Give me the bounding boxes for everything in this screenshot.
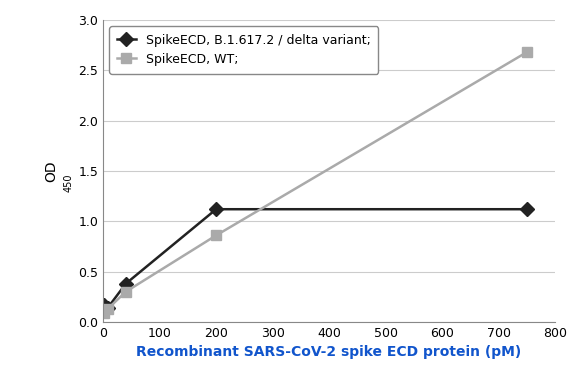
SpikeECD, B.1.617.2 / delta variant; <box>101 303 108 307</box>
SpikeECD, WT; <box>523 50 530 55</box>
Legend: SpikeECD, B.1.617.2 / delta variant;, SpikeECD, WT;: SpikeECD, B.1.617.2 / delta variant;, Sp… <box>109 26 378 73</box>
Line: SpikeECD, B.1.617.2 / delta variant;: SpikeECD, B.1.617.2 / delta variant; <box>100 204 531 313</box>
SpikeECD, B.1.617.2 / delta variant; <box>523 207 530 212</box>
Line: SpikeECD, WT;: SpikeECD, WT; <box>100 47 531 318</box>
SpikeECD, B.1.617.2 / delta variant; <box>122 282 129 286</box>
SpikeECD, WT; <box>104 307 111 311</box>
SpikeECD, B.1.617.2 / delta variant; <box>104 306 111 310</box>
SpikeECD, B.1.617.2 / delta variant; <box>212 207 219 212</box>
SpikeECD, WT; <box>212 233 219 238</box>
SpikeECD, WT; <box>122 290 129 294</box>
SpikeECD, WT; <box>101 311 108 315</box>
Text: OD: OD <box>44 160 58 182</box>
X-axis label: Recombinant SARS-CoV-2 spike ECD protein (pM): Recombinant SARS-CoV-2 spike ECD protein… <box>136 345 521 359</box>
Text: 450: 450 <box>64 174 74 192</box>
